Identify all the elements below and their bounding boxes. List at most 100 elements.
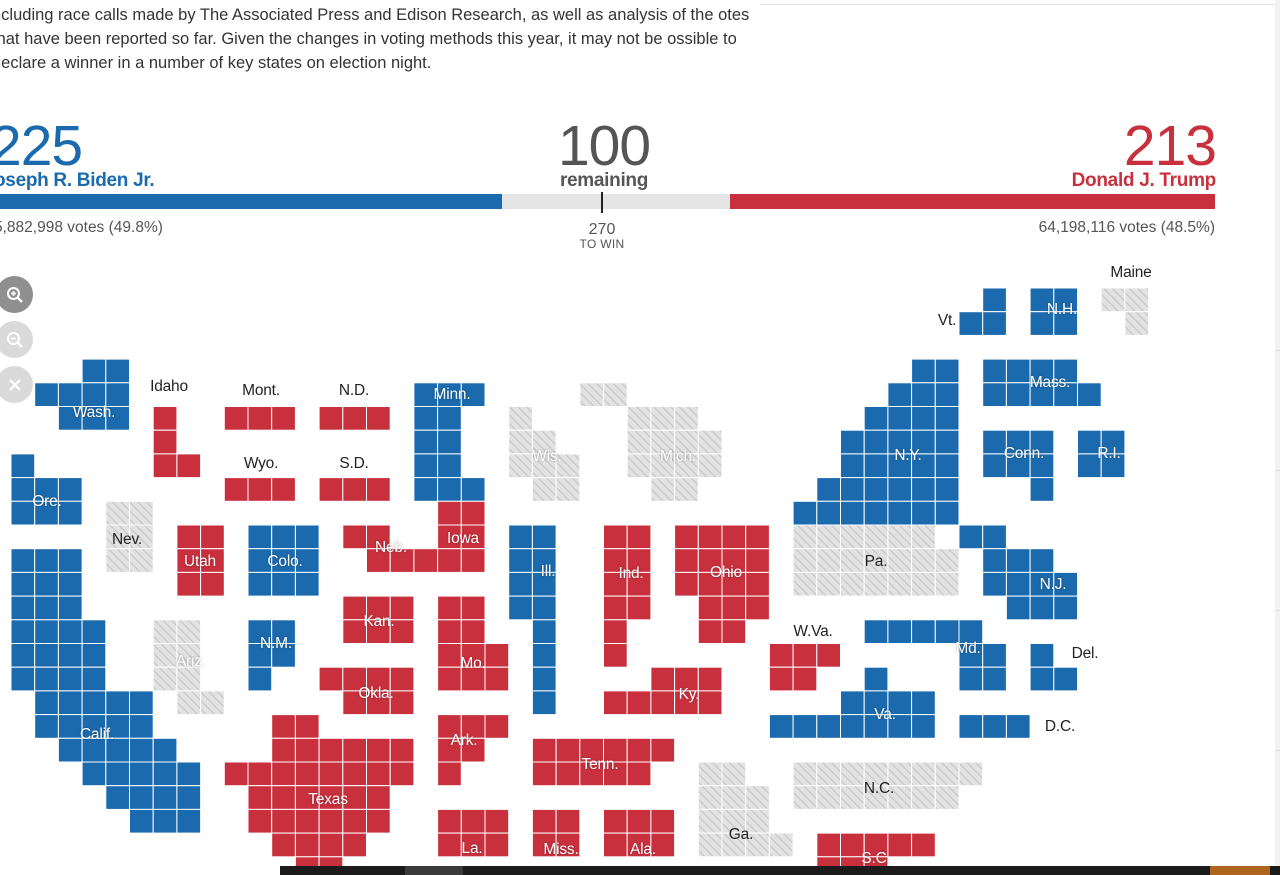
electoral-cell[interactable]: [1053, 595, 1079, 621]
electoral-cell[interactable]: [1053, 311, 1079, 336]
state-pa[interactable]: [792, 524, 960, 597]
electoral-cell[interactable]: [697, 808, 723, 834]
electoral-cell[interactable]: [176, 524, 202, 550]
electoral-cell[interactable]: [176, 619, 202, 644]
electoral-cell[interactable]: [911, 785, 936, 810]
electoral-cell[interactable]: [887, 571, 913, 597]
state-md[interactable]: [863, 619, 1007, 692]
electoral-cell[interactable]: [840, 785, 865, 810]
electoral-cell[interactable]: [247, 477, 273, 502]
electoral-cell[interactable]: [650, 477, 676, 502]
electoral-cell[interactable]: [934, 761, 960, 787]
electoral-cell[interactable]: [152, 453, 178, 479]
electoral-cell[interactable]: [318, 808, 344, 834]
electoral-cell[interactable]: [816, 477, 841, 502]
electoral-cell[interactable]: [982, 643, 1007, 668]
electoral-cell[interactable]: [840, 524, 865, 550]
electoral-cell[interactable]: [34, 643, 59, 668]
electoral-cell[interactable]: [863, 500, 889, 526]
electoral-cell[interactable]: [271, 643, 296, 668]
electoral-cell[interactable]: [152, 808, 178, 834]
electoral-cell[interactable]: [105, 690, 131, 716]
electoral-cell[interactable]: [934, 500, 960, 526]
electoral-cell[interactable]: [1124, 287, 1150, 313]
electoral-cell[interactable]: [366, 808, 391, 834]
electoral-cell[interactable]: [437, 808, 462, 834]
electoral-cell[interactable]: [271, 761, 296, 787]
electoral-cell[interactable]: [674, 477, 699, 502]
electoral-cell[interactable]: [792, 785, 818, 810]
electoral-cell[interactable]: [34, 666, 59, 692]
electoral-cell[interactable]: [792, 643, 818, 668]
state-kan[interactable]: [342, 595, 415, 644]
state-n-y[interactable]: [792, 358, 1007, 550]
electoral-cell[interactable]: [934, 429, 960, 455]
state-n-d[interactable]: [318, 406, 391, 431]
electoral-cell[interactable]: [57, 690, 83, 716]
electoral-cell[interactable]: [460, 619, 486, 644]
electoral-cell[interactable]: [129, 690, 154, 716]
electoral-cell[interactable]: [294, 714, 320, 739]
electoral-cell[interactable]: [508, 453, 533, 479]
electoral-cell[interactable]: [413, 429, 439, 455]
electoral-cell[interactable]: [721, 524, 747, 550]
electoral-cell[interactable]: [603, 808, 628, 834]
electoral-cell[interactable]: [958, 311, 984, 336]
electoral-cell[interactable]: [152, 429, 178, 455]
state-d-c[interactable]: [958, 714, 1031, 739]
electoral-cell[interactable]: [129, 808, 154, 834]
electoral-cell[interactable]: [531, 524, 557, 550]
electoral-cell[interactable]: [1100, 453, 1126, 479]
electoral-cell[interactable]: [271, 714, 296, 739]
electoral-cell[interactable]: [958, 761, 984, 787]
state-ariz[interactable]: [152, 619, 225, 716]
electoral-cell[interactable]: [626, 808, 652, 834]
electoral-cell[interactable]: [934, 453, 960, 479]
electoral-cell[interactable]: [579, 382, 604, 407]
electoral-cell[interactable]: [389, 690, 415, 716]
state-calif[interactable]: [10, 548, 202, 834]
taskbar-item-active[interactable]: [1210, 866, 1270, 875]
scrollbar-track[interactable]: [1275, 0, 1280, 875]
electoral-cell[interactable]: [887, 832, 913, 858]
electoral-cell[interactable]: [57, 595, 83, 621]
electoral-cell[interactable]: [650, 690, 676, 716]
electoral-cell[interactable]: [129, 500, 154, 526]
electoral-cell[interactable]: [176, 808, 202, 834]
electoral-cell[interactable]: [271, 737, 296, 763]
electoral-cell[interactable]: [555, 477, 581, 502]
electoral-cell[interactable]: [911, 714, 936, 739]
electoral-cell[interactable]: [934, 477, 960, 502]
state-ala[interactable]: [603, 808, 676, 858]
electoral-cell[interactable]: [911, 358, 936, 384]
state-ind[interactable]: [603, 524, 652, 668]
electoral-cell[interactable]: [934, 358, 960, 384]
electoral-cell[interactable]: [650, 666, 676, 692]
state-minn[interactable]: [413, 382, 486, 502]
electoral-cell[interactable]: [318, 832, 344, 858]
electoral-cell[interactable]: [437, 619, 462, 644]
electoral-cell[interactable]: [57, 477, 83, 502]
electoral-cell[interactable]: [626, 595, 652, 621]
electoral-cell[interactable]: [57, 619, 83, 644]
electoral-cell[interactable]: [413, 406, 439, 431]
electoral-cell[interactable]: [603, 382, 628, 407]
electoral-cell[interactable]: [57, 737, 83, 763]
electoral-cell[interactable]: [911, 524, 936, 550]
electoral-cell[interactable]: [840, 500, 865, 526]
electoral-cell[interactable]: [555, 737, 581, 763]
electoral-cell[interactable]: [437, 761, 462, 787]
electoral-cell[interactable]: [792, 666, 818, 692]
electoral-cell[interactable]: [10, 548, 36, 573]
electoral-cell[interactable]: [840, 453, 865, 479]
electoral-cell[interactable]: [911, 761, 936, 787]
state-ark[interactable]: [437, 714, 510, 787]
electoral-cell[interactable]: [721, 761, 747, 787]
electoral-cell[interactable]: [1029, 595, 1055, 621]
electoral-cell[interactable]: [1124, 311, 1150, 336]
electoral-cell[interactable]: [697, 619, 723, 644]
electoral-cell[interactable]: [958, 524, 984, 550]
electoral-cell[interactable]: [176, 666, 202, 692]
electoral-cell[interactable]: [484, 808, 510, 834]
electoral-cell[interactable]: [34, 571, 59, 597]
